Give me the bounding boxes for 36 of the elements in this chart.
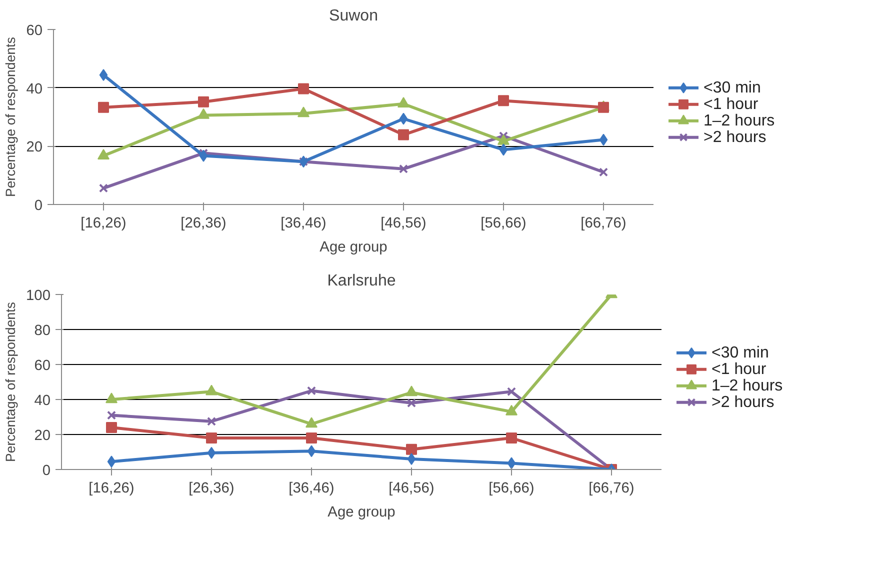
y-tick-label: 40 [26, 81, 43, 98]
y-tick-label: 20 [34, 428, 51, 444]
legend-label: <1 hour [712, 360, 767, 378]
chart-title: Suwon [329, 8, 378, 24]
x-tick-label: [46,56) [388, 480, 434, 496]
y-tick-label: 100 [26, 288, 51, 304]
x-tick-label: [56,66) [488, 480, 534, 496]
legend-label: 1–2 hours [704, 112, 775, 130]
y-axis-title: Percentage of respondents [3, 302, 18, 462]
x-tick-label: [36,46) [280, 216, 326, 232]
y-tick-label: 0 [34, 198, 43, 214]
x-tick-label: [16,26) [80, 216, 126, 232]
y-tick-label: 60 [34, 358, 51, 374]
x-tick-label: [26,36) [180, 216, 226, 232]
x-axis-title: Age group [328, 504, 396, 520]
x-tick-label: [66,76) [580, 216, 626, 232]
y-axis-title: Percentage of respondents [3, 36, 18, 198]
chart-title: Karlsruhe [327, 272, 396, 290]
legend-label: <30 min [712, 344, 769, 362]
x-tick-label: [66,76) [588, 480, 634, 496]
legend-label: <30 min [704, 79, 761, 96]
legend-label: >2 hours [712, 394, 774, 411]
y-tick-label: 80 [34, 323, 51, 339]
x-tick-label: [46,56) [380, 216, 426, 232]
legend-label: 1–2 hours [712, 377, 783, 394]
y-tick-label: 40 [34, 393, 51, 409]
y-tick-label: 20 [26, 140, 43, 156]
y-tick-label: 0 [42, 463, 51, 479]
legend-label: <1 hour [704, 96, 759, 113]
x-tick-label: [26,36) [188, 480, 234, 496]
x-tick-label: [56,66) [480, 216, 526, 232]
x-axis-title: Age group [320, 240, 388, 256]
y-tick-label: 60 [26, 23, 43, 39]
x-tick-label: [16,26) [88, 480, 134, 496]
legend-label: >2 hours [704, 128, 766, 146]
x-tick-label: [36,46) [288, 480, 334, 496]
